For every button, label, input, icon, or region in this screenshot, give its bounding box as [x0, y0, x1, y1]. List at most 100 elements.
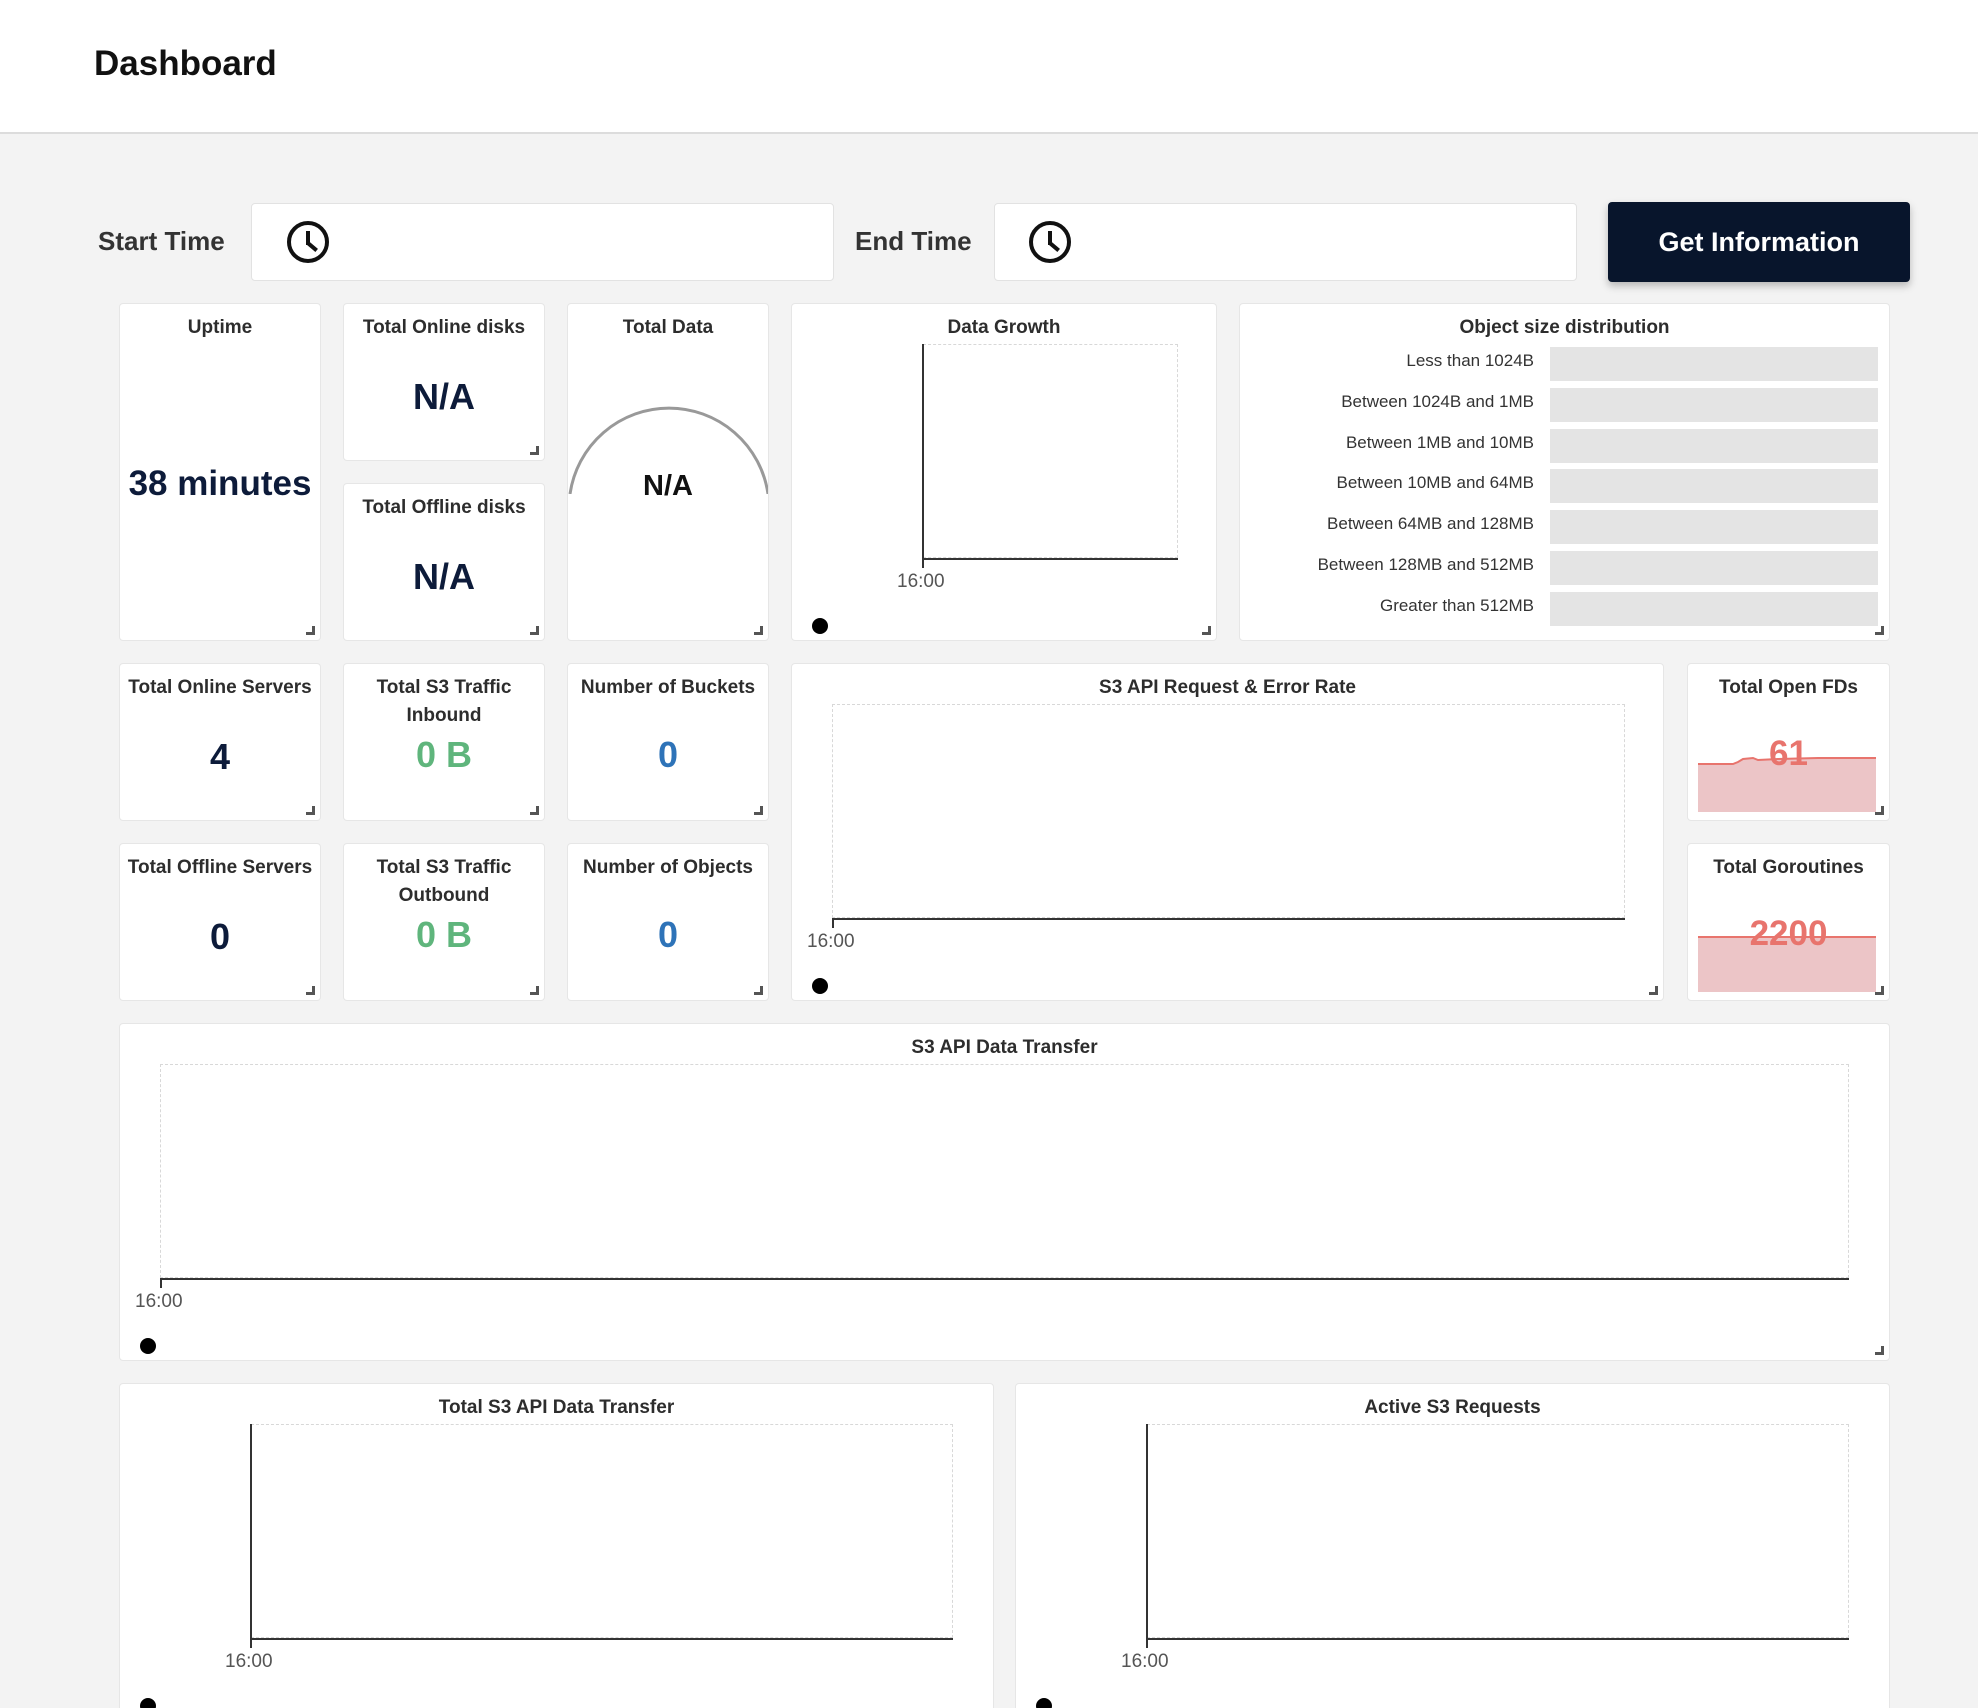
- legend-dot: [1036, 1698, 1052, 1708]
- resize-handle-icon[interactable]: [1875, 1346, 1884, 1355]
- size-row-label: Greater than 512MB: [1379, 596, 1534, 615]
- offline-servers-value: 0: [209, 916, 231, 957]
- size-row-bar: [1550, 388, 1878, 422]
- chart-x-axis: [250, 1638, 953, 1640]
- resize-handle-icon[interactable]: [530, 986, 539, 995]
- size-row-label: Between 64MB and 128MB: [1327, 514, 1534, 533]
- online-disks-panel: Total Online disks N/A: [343, 303, 545, 461]
- chart-x-tick: [160, 1278, 162, 1288]
- goroutines-value: 2200: [1749, 914, 1828, 953]
- panel-title-line: Outbound: [398, 885, 490, 906]
- resize-handle-icon[interactable]: [754, 806, 763, 815]
- traffic-outbound-value: 0 B: [415, 914, 473, 955]
- sparkline: [1698, 756, 1876, 812]
- panel-title: Total S3 API Data Transfer: [438, 1397, 675, 1418]
- size-row-bar: [1550, 510, 1878, 544]
- objects-value: 0: [657, 914, 679, 955]
- chart-x-tick: [1146, 1638, 1148, 1648]
- chart-x-axis: [1146, 1638, 1849, 1640]
- chart-x-tick: [250, 1638, 252, 1648]
- panel-title: Total Offline Servers: [127, 857, 313, 878]
- panel-title: Total Offline disks: [362, 497, 526, 518]
- legend-dot: [140, 1338, 156, 1354]
- clock-icon[interactable]: [1029, 221, 1071, 263]
- resize-handle-icon[interactable]: [754, 986, 763, 995]
- panel-title: Object size distribution: [1459, 317, 1670, 338]
- size-row-bar: [1550, 592, 1878, 626]
- online-servers-value: 4: [209, 736, 231, 777]
- resize-handle-icon[interactable]: [1875, 806, 1884, 815]
- page-title: Dashboard: [94, 44, 277, 83]
- resize-handle-icon[interactable]: [530, 446, 539, 455]
- panel-title: Total S3 Traffic Inbound: [344, 674, 544, 730]
- offline-disks-value: N/A: [413, 556, 475, 597]
- get-information-button[interactable]: Get Information: [1608, 202, 1910, 282]
- size-row-bar: [1550, 469, 1878, 503]
- resize-handle-icon[interactable]: [306, 626, 315, 635]
- panel-title: Total Online Servers: [128, 677, 312, 698]
- resize-handle-icon[interactable]: [306, 986, 315, 995]
- size-row-label: Between 128MB and 512MB: [1317, 555, 1534, 574]
- online-disks-value: N/A: [413, 376, 475, 417]
- chart-x-axis: [832, 918, 1625, 920]
- panel-title: Total Data: [622, 317, 714, 338]
- total-api-data-transfer-panel: Total S3 API Data Transfer 16:00: [119, 1383, 994, 1708]
- chart-x-tick: [832, 918, 834, 928]
- panel-title-line: Total S3 Traffic: [376, 677, 512, 698]
- uptime-panel: Uptime 38 minutes: [119, 303, 321, 641]
- end-time-label: End Time: [855, 226, 972, 256]
- resize-handle-icon[interactable]: [1875, 986, 1884, 995]
- resize-handle-icon[interactable]: [1875, 626, 1884, 635]
- resize-handle-icon[interactable]: [1202, 626, 1211, 635]
- buckets-panel: Number of Buckets 0: [567, 663, 769, 821]
- panel-title: Number of Objects: [583, 857, 753, 878]
- size-row: Between 1MB and 10MB: [1240, 427, 1889, 463]
- chart-y-axis: [1146, 1424, 1148, 1640]
- chart-x-axis: [160, 1278, 1849, 1280]
- buckets-value: 0: [657, 734, 679, 775]
- resize-handle-icon[interactable]: [530, 806, 539, 815]
- end-time-input[interactable]: [994, 203, 1577, 281]
- start-time-label: Start Time: [98, 226, 225, 256]
- size-row: Between 64MB and 128MB: [1240, 508, 1889, 544]
- chart-plot-area: [1147, 1424, 1849, 1638]
- goroutines-panel: Total Goroutines 2200: [1687, 843, 1890, 1001]
- panel-title: Uptime: [187, 317, 253, 338]
- panel-title: Total Goroutines: [1713, 857, 1864, 878]
- resize-handle-icon[interactable]: [530, 626, 539, 635]
- size-row-bar: [1550, 347, 1878, 381]
- offline-disks-panel: Total Offline disks N/A: [343, 483, 545, 641]
- panel-title: Total S3 Traffic Outbound: [344, 854, 544, 910]
- legend-dot: [812, 978, 828, 994]
- clock-icon[interactable]: [287, 221, 329, 263]
- resize-handle-icon[interactable]: [1649, 986, 1658, 995]
- chart-x-tick: [922, 558, 924, 568]
- resize-handle-icon[interactable]: [754, 626, 763, 635]
- sparkline: [1698, 936, 1876, 992]
- panel-title: Data Growth: [947, 317, 1061, 338]
- legend-dot: [812, 618, 828, 634]
- chart-y-axis: [922, 344, 924, 560]
- offline-servers-panel: Total Offline Servers 0: [119, 843, 321, 1001]
- resize-handle-icon[interactable]: [306, 806, 315, 815]
- object-size-panel: Object size distribution Less than 1024B…: [1239, 303, 1890, 641]
- api-request-rate-panel: S3 API Request & Error Rate 16:00: [791, 663, 1664, 1001]
- traffic-outbound-panel: Total S3 Traffic Outbound 0 B: [343, 843, 545, 1001]
- size-row-label: Between 1MB and 10MB: [1345, 433, 1534, 452]
- total-data-value: N/A: [643, 470, 693, 502]
- panel-title-line: Inbound: [406, 705, 482, 726]
- chart-plot-area: [160, 1064, 1849, 1278]
- panel-title: Active S3 Requests: [1364, 1397, 1541, 1418]
- chart-x-axis: [922, 558, 1178, 560]
- size-row-bar: [1550, 551, 1878, 585]
- panel-title: S3 API Data Transfer: [911, 1037, 1098, 1058]
- panel-title: Number of Buckets: [580, 677, 756, 698]
- chart-x-tick-label: 16:00: [807, 931, 855, 952]
- start-time-input[interactable]: [251, 203, 834, 281]
- chart-y-axis: [250, 1424, 252, 1640]
- open-fds-panel: Total Open FDs 61: [1687, 663, 1890, 821]
- size-row: Between 10MB and 64MB: [1240, 467, 1889, 503]
- traffic-inbound-panel: Total S3 Traffic Inbound 0 B: [343, 663, 545, 821]
- active-s3-requests-panel: Active S3 Requests 16:00: [1015, 1383, 1890, 1708]
- size-row: Between 1024B and 1MB: [1240, 386, 1889, 422]
